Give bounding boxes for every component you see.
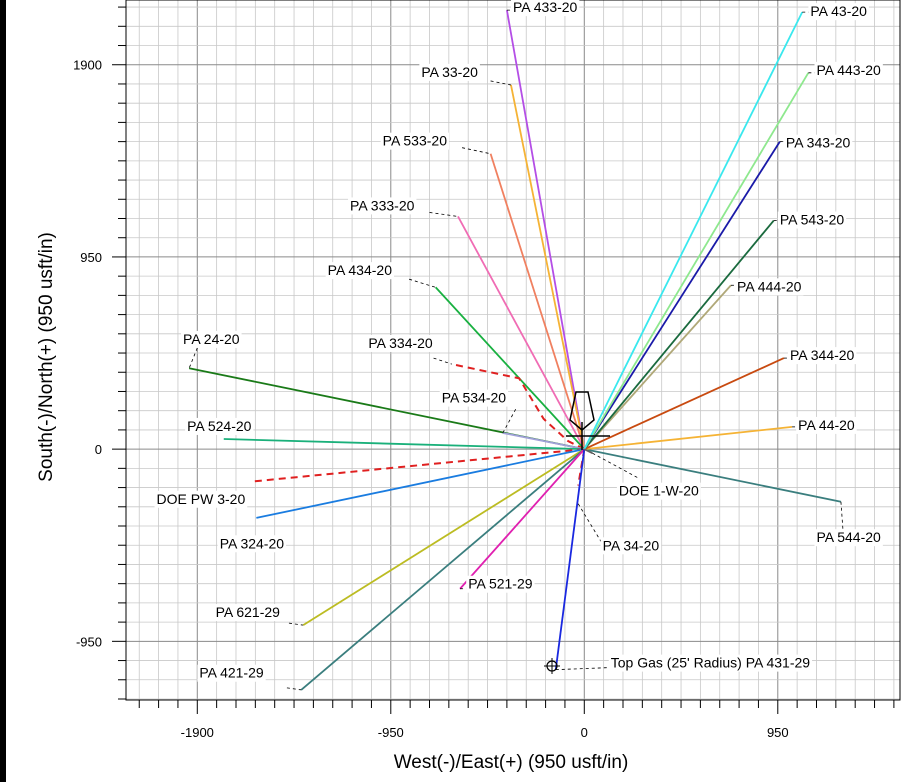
series-line [511, 85, 584, 449]
well-label: PA 534-20 [442, 390, 507, 406]
well-label: PA 24-20 [183, 331, 240, 347]
series-line [303, 449, 584, 625]
series-line [256, 449, 584, 518]
series-line [252, 449, 584, 481]
plot-frame [126, 0, 900, 700]
well-label: PA 543-20 [780, 212, 845, 228]
label-leader [578, 504, 602, 544]
well-label: PA 44-20 [798, 417, 855, 433]
x-tick-label: -950 [378, 725, 404, 740]
well-label: DOE PW 3-20 [157, 491, 246, 507]
well-label: DOE 1-W-20 [619, 483, 699, 499]
x-tick-label: -1900 [181, 725, 214, 740]
series-line [556, 449, 585, 670]
label-leader [462, 148, 491, 154]
series-line [301, 449, 584, 690]
grid [126, 0, 900, 700]
y-axis-title: South(-)/North(+) (950 usft/in) [36, 232, 57, 482]
well-label: PA 621-29 [216, 604, 281, 620]
label-leader [429, 212, 458, 216]
x-tick-label: 0 [581, 725, 588, 740]
y-tick-label: -950 [76, 634, 102, 649]
label-leader [556, 668, 609, 670]
series-line [224, 439, 585, 449]
well-label: PA 343-20 [786, 135, 851, 151]
well-label: PA 521-29 [468, 576, 533, 592]
well-label: PA 334-20 [368, 335, 433, 351]
well-label: PA 443-20 [816, 62, 881, 78]
well-label: Top Gas (25' Radius) PA 431-29 [611, 655, 811, 671]
y-tick-label: 1900 [73, 58, 102, 73]
series-line [584, 285, 731, 449]
well-label: PA 434-20 [328, 262, 393, 278]
well-label: PA 344-20 [790, 347, 855, 363]
well-label: PA 444-20 [737, 278, 802, 294]
well-label: PA 33-20 [421, 64, 478, 80]
axis-ticks: -1900 -950 0 950 -950 0 950 1900 [73, 7, 894, 740]
well-label: PA 34-20 [603, 537, 660, 553]
well-label: PA 524-20 [187, 418, 252, 434]
y-tick-label: 0 [95, 442, 102, 457]
x-axis-title: West(-)/East(+) (950 usft/in) [394, 752, 629, 773]
x-tick-label: 950 [767, 725, 789, 740]
label-leader [189, 348, 197, 368]
well-label: PA 433-20 [513, 0, 578, 15]
well-label: PA 544-20 [816, 529, 881, 545]
well-label: PA 43-20 [810, 3, 867, 19]
y-tick-label: 950 [80, 250, 102, 265]
well-label: PA 533-20 [383, 133, 448, 149]
well-label: PA 333-20 [350, 197, 415, 213]
series-line [460, 449, 584, 589]
label-leader [491, 81, 511, 85]
series-line [584, 73, 808, 449]
label-leader [289, 623, 303, 625]
series-line [584, 12, 802, 449]
label-leader [409, 279, 435, 287]
well-label: PA 421-29 [199, 665, 264, 681]
series-line [584, 221, 773, 450]
well-label: PA 324-20 [220, 535, 285, 551]
label-leader [592, 453, 637, 477]
